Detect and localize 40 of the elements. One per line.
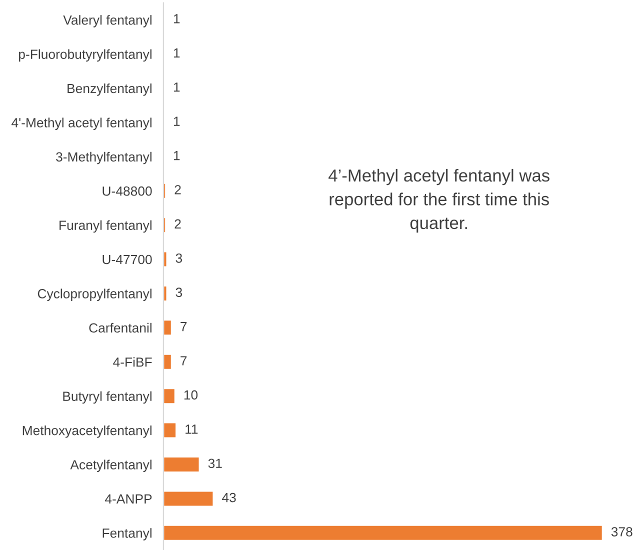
y-tick-label: U-47700 [102,254,152,264]
y-tick-label: Fentanyl [102,528,152,540]
y-tick-label: 4'-Methyl acetyl fentanyl [12,118,152,130]
bar [163,524,603,542]
data-label: 2 [174,219,181,228]
data-label: 7 [180,356,187,366]
bar [163,490,214,508]
data-label: 1 [174,14,180,24]
data-label: 1 [174,48,180,58]
bar [163,353,172,370]
y-tick-label: Valeryl fentanyl [63,15,152,28]
data-label: 7 [180,322,187,332]
data-label: 378 [611,527,632,536]
data-label: 10 [184,390,198,400]
y-tick-label: 4-FiBF [113,357,152,367]
y-tick-label: 4-ANPP [104,494,152,504]
bar [163,422,177,439]
y-tick-label: Benzylfentanyl [68,83,152,96]
y-tick-label: p-Fluorobutyrylfentanyl [19,49,152,62]
data-label: 1 [174,116,180,126]
annotation: 4’-Methyl acetyl fentanyl was reported for the first time this quarter. [328,168,550,233]
data-label: 11 [186,424,198,434]
data-label: 1 [174,151,180,160]
data-label: 43 [222,492,236,502]
bar [163,456,200,473]
data-label: 1 [174,82,180,92]
data-label: 2 [174,185,181,194]
y-tick-label: Carfentanil [89,322,152,333]
bar [163,319,172,336]
y-tick-label: Methoxyacetylfentanyl [22,426,152,438]
y-tick-label: Furanyl fentanyl [60,220,152,233]
data-label: 31 [208,458,222,468]
bar [163,388,176,404]
y-tick-label: Butyryl fentanyl [63,391,152,404]
data-label: 3 [176,253,182,263]
y-tick-label: U-48800 [102,186,152,196]
y-tick-label: 3-Methylfentanyl [56,152,152,164]
y-tick-label: Cyclopropylfentanyl [38,288,152,301]
y-tick-label: Acetylfentanyl [70,460,152,472]
data-label: 3 [176,288,182,298]
